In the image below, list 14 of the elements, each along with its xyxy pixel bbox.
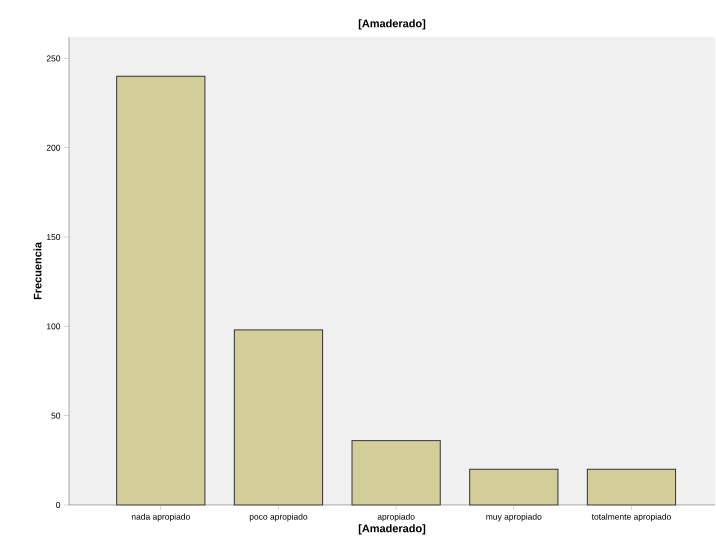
y-tick-label: 150 <box>47 234 60 240</box>
y-tick-label: 100 <box>47 323 60 330</box>
x-tick-label: nada apropiado <box>132 514 190 522</box>
x-tick-label: apropiado <box>378 514 415 522</box>
y-tick-label: 250 <box>46 55 60 62</box>
x-tick-label: poco apropiado <box>250 514 308 522</box>
y-tick-label: 200 <box>46 144 60 151</box>
x-tick-label: totalmente apropiado <box>592 514 671 522</box>
y-tick-label: 50 <box>51 412 60 419</box>
x-axis-title: [Amaderado] <box>358 524 426 534</box>
y-axis-title: Frecuencia <box>33 242 42 300</box>
y-tick-label: 0 <box>56 502 60 508</box>
x-tick-label: muy apropiado <box>486 514 542 522</box>
chart-title: [Amaderado] <box>358 19 426 30</box>
